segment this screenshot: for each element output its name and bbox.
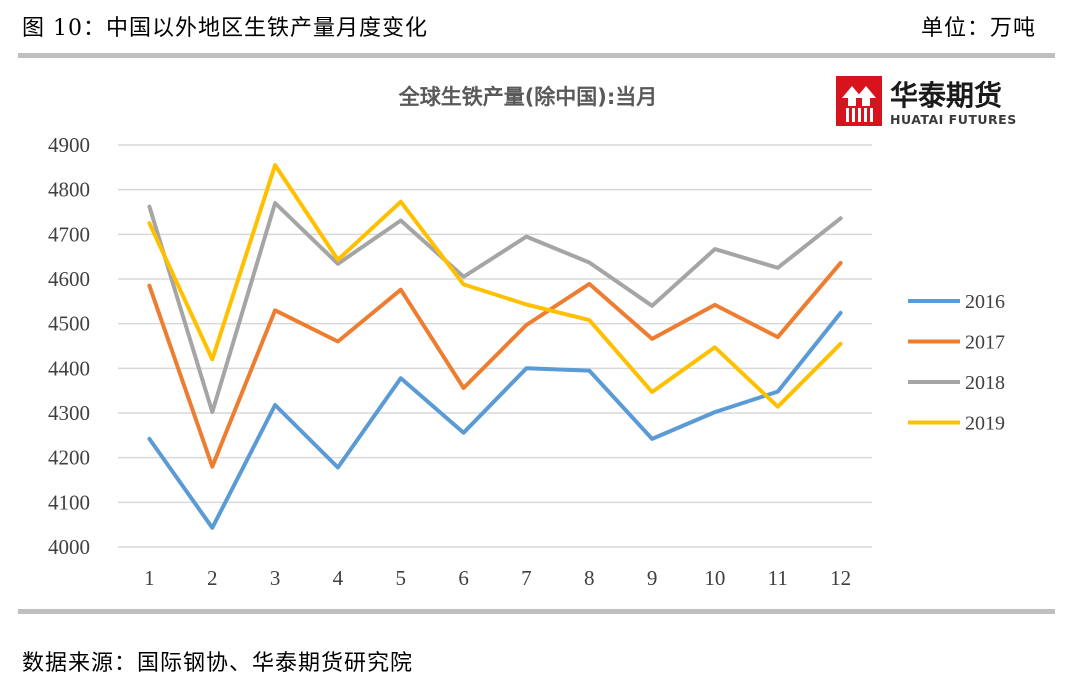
x-tick-label: 7 <box>521 566 532 590</box>
bottom-divider <box>18 609 1055 614</box>
series-line-2017 <box>147 260 843 469</box>
y-tick-label: 4700 <box>48 222 90 246</box>
unit-label: 单位：万吨 <box>920 16 1036 41</box>
data-point-2016 <box>274 404 276 406</box>
data-point-2019 <box>211 358 213 360</box>
huatai-logo-mark-icon <box>836 76 882 126</box>
x-tick-label: 8 <box>584 566 595 590</box>
x-tick-label: 12 <box>830 566 851 590</box>
legend-label-2017: 2017 <box>965 332 1005 354</box>
data-point-2018 <box>588 261 590 263</box>
x-tick-label: 2 <box>207 566 218 590</box>
data-point-2016 <box>211 527 213 529</box>
data-point-2017 <box>525 324 527 326</box>
top-divider <box>18 53 1055 58</box>
data-point-2017 <box>211 466 213 468</box>
logo-name-en: HUATAI FUTURES <box>890 112 1017 127</box>
data-point-2016 <box>337 466 339 468</box>
data-point-2017 <box>651 338 653 340</box>
data-point-2018 <box>777 267 779 269</box>
data-point-2016 <box>148 438 150 440</box>
data-point-2016 <box>400 377 402 379</box>
x-tick-label: 11 <box>768 566 788 590</box>
y-tick-label: 4300 <box>48 401 90 425</box>
series-lines <box>147 163 843 530</box>
data-point-2017 <box>148 285 150 287</box>
x-tick-label: 10 <box>704 566 725 590</box>
data-point-2018 <box>211 411 213 413</box>
data-point-2017 <box>777 336 779 338</box>
y-tick-label: 4400 <box>48 356 90 380</box>
data-point-2016 <box>525 367 527 369</box>
data-point-2017 <box>714 304 716 306</box>
gridlines <box>118 144 872 548</box>
data-point-2016 <box>463 432 465 434</box>
y-tick-label: 4000 <box>48 535 90 559</box>
x-axis-ticks: 1 2 3 4 5 6 7 8 9 10 11 12 <box>144 566 851 590</box>
data-point-2019 <box>148 222 150 224</box>
data-point-2018 <box>274 202 276 204</box>
x-tick-label: 4 <box>333 566 344 590</box>
y-tick-label: 4100 <box>48 490 90 514</box>
y-axis-ticks: 4000 4100 4200 4300 4400 4500 4600 4700 4800 4900 <box>48 133 90 559</box>
data-point-2017 <box>337 341 339 343</box>
data-point-2016 <box>777 391 779 393</box>
data-point-2019 <box>400 201 402 203</box>
y-tick-label: 4900 <box>48 133 90 157</box>
x-tick-label: 5 <box>396 566 407 590</box>
data-point-2019 <box>588 319 590 321</box>
figure-title: 图 10：中国以外地区生铁产量月度变化 <box>22 16 428 41</box>
series-line-2016 <box>147 310 843 530</box>
data-source: 数据来源：国际钢协、华泰期货研究院 <box>22 651 414 676</box>
data-point-2017 <box>840 262 842 264</box>
y-tick-label: 4500 <box>48 312 90 336</box>
data-point-2019 <box>463 283 465 285</box>
data-point-2017 <box>588 283 590 285</box>
logo-name-cn: 华泰期货 <box>890 79 1002 112</box>
data-point-2019 <box>337 259 339 261</box>
series-line-2018 <box>147 201 843 415</box>
x-tick-label: 6 <box>458 566 469 590</box>
data-point-2019 <box>714 346 716 348</box>
chart-area: 全球生铁产量(除中国):当月 华泰期货 HUATAI FUTURES 4000 4… <box>0 58 1080 609</box>
series-line-2019 <box>147 163 843 409</box>
data-point-2019 <box>651 391 653 393</box>
chart-title: 全球生铁产量(除中国):当月 <box>398 85 658 109</box>
legend-label-2018: 2018 <box>965 372 1005 394</box>
y-tick-label: 4800 <box>48 178 90 202</box>
data-point-2017 <box>400 289 402 291</box>
data-point-2017 <box>463 387 465 389</box>
y-tick-label: 4600 <box>48 267 90 291</box>
data-point-2016 <box>714 411 716 413</box>
data-point-2018 <box>148 206 150 208</box>
x-tick-label: 3 <box>270 566 281 590</box>
huatai-logo: 华泰期货 HUATAI FUTURES <box>836 76 1017 127</box>
data-point-2019 <box>777 406 779 408</box>
x-tick-label: 1 <box>144 566 155 590</box>
line-chart: 全球生铁产量(除中国):当月 华泰期货 HUATAI FUTURES 40004… <box>48 76 1017 590</box>
data-point-2019 <box>840 343 842 345</box>
data-point-2019 <box>525 303 527 305</box>
data-point-2018 <box>525 236 527 238</box>
data-point-2016 <box>588 370 590 372</box>
data-point-2018 <box>337 263 339 265</box>
legend-label-2016: 2016 <box>965 291 1005 313</box>
legend-label-2019: 2019 <box>965 413 1005 435</box>
data-point-2017 <box>274 309 276 311</box>
x-tick-label: 9 <box>647 566 658 590</box>
data-point-2018 <box>400 219 402 221</box>
data-point-2018 <box>840 217 842 219</box>
y-tick-label: 4200 <box>48 446 90 470</box>
data-point-2018 <box>463 276 465 278</box>
data-point-2016 <box>840 312 842 314</box>
data-point-2018 <box>714 248 716 250</box>
legend: 2016 2017 2018 2019 <box>908 291 1005 435</box>
report-header: 图 10：中国以外地区生铁产量月度变化 单位：万吨 <box>0 0 1080 50</box>
data-point-2019 <box>274 164 276 166</box>
data-point-2016 <box>651 438 653 440</box>
data-point-2018 <box>651 305 653 307</box>
